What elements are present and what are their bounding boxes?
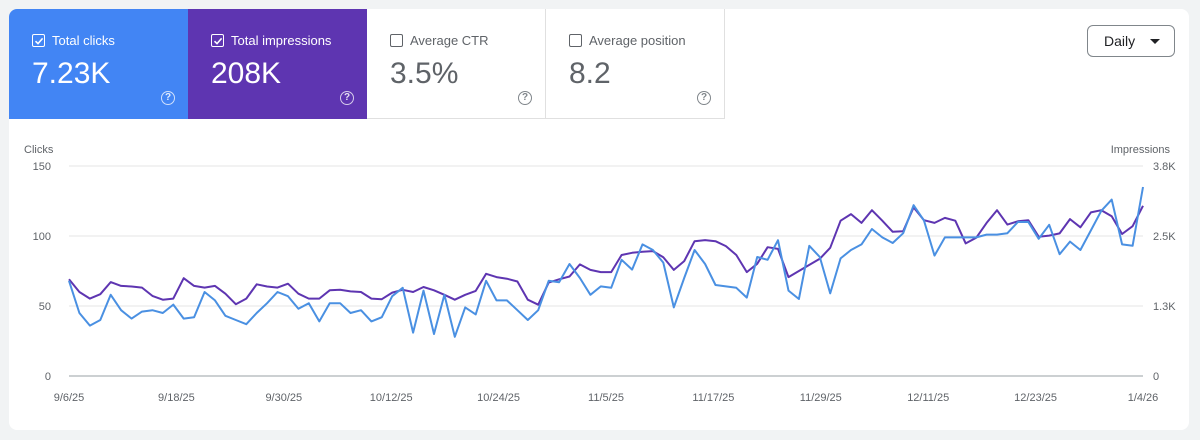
metric-value: 208K [211,57,282,90]
checkbox-icon[interactable] [32,34,45,47]
metric-tab-total-clicks[interactable]: Total clicks 7.23K ? [9,9,188,119]
x-tick-label: 10/24/25 [477,392,520,404]
checkbox-icon[interactable] [211,34,224,47]
series-line-clicks [68,186,1144,338]
y-left-tick-label: 100 [33,231,51,243]
metric-label: Total impressions [231,33,332,48]
metric-value: 7.23K [32,57,111,90]
metric-label: Total clicks [52,33,115,48]
metric-tab-average-position[interactable]: Average position 8.2 ? [546,9,725,119]
x-tick-label: 12/11/25 [907,392,949,404]
x-tick-label: 11/5/25 [588,392,624,404]
y-left-tick-label: 150 [33,161,51,173]
x-tick-label: 1/4/26 [1128,392,1159,404]
metric-value: 8.2 [569,57,611,90]
y-right-tick-label: 1.3K [1153,301,1176,313]
metric-value: 3.5% [390,57,459,90]
metric-tab-total-impressions[interactable]: Total impressions 208K ? [188,9,367,119]
metric-label: Average CTR [410,33,489,48]
x-tick-label: 12/23/25 [1014,392,1057,404]
y-axis-right-label: Impressions [1111,144,1171,156]
y-right-tick-label: 3.8K [1153,161,1176,173]
checkbox-icon[interactable] [390,34,403,47]
performance-card: Total clicks 7.23K ? Total impressions 2… [9,9,1189,430]
metric-tabs: Total clicks 7.23K ? Total impressions 2… [9,9,725,119]
y-right-tick-label: 2.5K [1153,231,1176,243]
y-left-tick-label: 50 [39,301,51,313]
granularity-label: Daily [1104,33,1136,49]
help-icon[interactable]: ? [161,91,175,105]
x-tick-label: 9/30/25 [265,392,302,404]
performance-chart[interactable]: Clicks Impressions 150 3.8K 100 2.5K 50 1.3K 0… [9,9,1189,430]
x-tick-label: 10/12/25 [370,392,413,404]
x-tick-label: 11/17/25 [692,392,734,404]
x-tick-label: 9/18/25 [158,392,195,404]
help-icon[interactable]: ? [697,91,711,105]
checkbox-icon[interactable] [569,34,582,47]
metric-label: Average position [589,33,686,48]
y-right-tick-label: 0 [1153,371,1159,383]
x-tick-label: 11/29/25 [800,392,842,404]
help-icon[interactable]: ? [340,91,354,105]
series-line-impressions [68,205,1144,306]
help-icon[interactable]: ? [518,91,532,105]
caret-down-icon [1150,39,1160,44]
y-left-tick-label: 0 [45,371,51,383]
granularity-dropdown[interactable]: Daily [1087,25,1175,57]
x-tick-label: 9/6/25 [54,392,85,404]
metric-tab-average-ctr[interactable]: Average CTR 3.5% ? [367,9,546,119]
y-axis-left-label: Clicks [24,144,54,156]
